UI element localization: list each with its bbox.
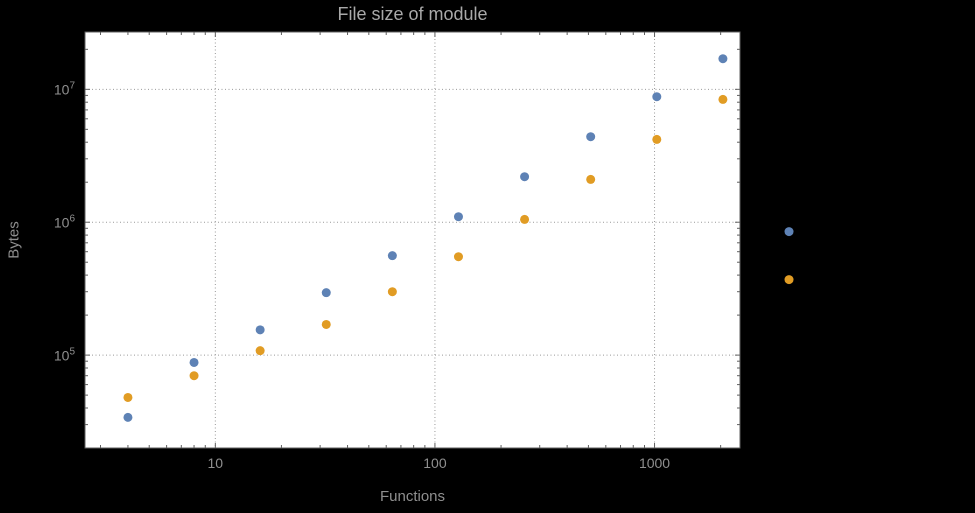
data-point-series-1 — [652, 92, 662, 102]
data-point-series-1 — [321, 288, 331, 298]
data-point-series-1 — [255, 325, 265, 335]
y-tick-label: 105 — [53, 346, 75, 364]
data-point-series-2 — [784, 275, 794, 285]
data-point-series-1 — [189, 357, 199, 367]
x-tick-label: 1000 — [638, 455, 671, 471]
x-axis-label: Functions — [379, 488, 446, 505]
data-point-series-2 — [255, 346, 265, 356]
data-point-series-2 — [718, 94, 728, 104]
data-point-series-1 — [718, 54, 728, 64]
data-point-series-2 — [453, 252, 463, 262]
data-point-series-2 — [652, 134, 662, 144]
data-point-series-1 — [387, 251, 397, 261]
data-point-series-1 — [586, 132, 596, 142]
y-tick-label: 107 — [53, 80, 75, 98]
data-point-series-1 — [520, 172, 530, 182]
plot-background — [85, 32, 740, 448]
chart-title: File size of module — [337, 4, 488, 24]
data-point-series-2 — [586, 174, 596, 184]
x-tick-label: 100 — [423, 455, 447, 471]
x-tick-label: 10 — [207, 455, 224, 471]
data-point-series-2 — [321, 319, 331, 329]
frame-border — [84, 31, 741, 449]
data-point-series-2 — [123, 392, 133, 402]
data-point-series-1 — [784, 227, 794, 237]
data-point-series-2 — [520, 214, 530, 224]
data-point-series-2 — [387, 287, 397, 297]
y-axis-label: Bytes — [5, 221, 23, 259]
data-point-series-2 — [189, 371, 199, 381]
data-point-series-1 — [123, 412, 133, 422]
y-tick-label: 106 — [53, 213, 75, 231]
data-point-series-1 — [453, 212, 463, 222]
